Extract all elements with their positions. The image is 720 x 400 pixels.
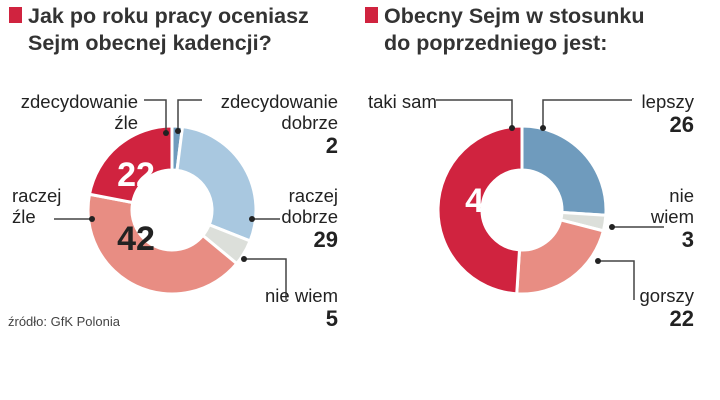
chart-2-title: Obecny Sejm w stosunku do poprzedniego j… — [365, 3, 645, 57]
chart-1-label-nie-wiem-line-1: nie wiem — [265, 285, 338, 306]
chart-2-label-nie-wiem: nie wiem 3 — [630, 185, 694, 252]
chart-1-title-line-2: Sejm obecnej kadencji? — [28, 31, 272, 55]
chart-2-value-lepszy: 26 — [669, 112, 694, 137]
chart-1-label-raczej-dobrze: raczej dobrze 29 — [248, 185, 338, 252]
chart-1-label-raczej-dobrze-line-1: raczej — [288, 185, 338, 206]
chart-1-label-zdecydowanie-zle-line-1: zdecydowanie — [20, 91, 138, 112]
chart-1-label-zdecydowanie-dobrze-line-2: dobrze — [281, 112, 338, 133]
chart-1-label-nie-wiem: nie wiem 5 — [228, 285, 338, 331]
chart-2-slice-label-taki-sam: 49 — [465, 182, 503, 220]
chart-2-leader-lepszy — [542, 99, 632, 128]
chart-1-value-raczej-dobrze: 29 — [313, 227, 338, 252]
chart-1-leader-zdecydowanie-zle-dot — [163, 130, 169, 136]
chart-2-title-line-2: do poprzedniego jest: — [384, 31, 608, 55]
chart-1-leader-nie-wiem-dot — [241, 256, 247, 262]
chart-2-label-gorszy: gorszy 22 — [600, 285, 695, 331]
chart-2-slice-lepszy — [520, 124, 608, 217]
chart-1-leader-raczej-dobrze-dot — [249, 216, 255, 222]
chart-1-slice-raczej-dobrze — [175, 124, 258, 243]
chart-1-label-zdecydowanie-dobrze: zdecydowanie dobrze 2 — [192, 91, 338, 158]
chart-2-value-nie-wiem: 3 — [681, 227, 694, 252]
chart-2-leader-gorszy-dot — [595, 258, 601, 264]
chart-1-slice-zdecydowanie-zle — [87, 124, 174, 205]
chart-2-slice-gorszy — [515, 218, 606, 296]
chart-1-label-raczej-dobrze-line-2: dobrze — [281, 206, 338, 227]
chart-2-leader-lepszy-dot — [540, 125, 546, 131]
chart-2-leader-taki-sam-dot — [509, 125, 515, 131]
chart-1-label-raczej-zle: raczej źle — [12, 185, 61, 227]
chart-1-slice-label-zdecydowanie-zle: 22 — [117, 156, 155, 194]
chart-1-label-zdecydowanie-dobrze-line-1: zdecydowanie — [220, 91, 338, 112]
chart-2-leader-nie-wiem-dot — [609, 224, 615, 230]
chart-1-title-line-1: Jak po roku pracy oceniasz — [28, 4, 309, 28]
chart-1-label-zdecydowanie-zle-line-2: źle — [114, 112, 138, 133]
chart-1-slice-raczej-zle — [86, 192, 239, 296]
chart-2-label-gorszy-line-1: gorszy — [639, 285, 695, 306]
chart-1-leader-zdecydowanie-dobrze-dot — [175, 128, 181, 134]
chart-1-leader-zdecydowanie-zle — [144, 99, 167, 133]
chart-2-label-nie-wiem-line-2: wiem — [650, 206, 694, 227]
chart-1-label-raczej-zle-line-1: raczej — [12, 185, 62, 206]
chart-2-label-nie-wiem-line-1: nie — [669, 185, 694, 206]
source-note: źródło: GfK Polonia — [8, 314, 121, 329]
title-marker-1 — [9, 7, 22, 23]
chart-1-value-zdecydowanie-dobrze: 2 — [325, 133, 338, 158]
chart-1-leader-zdecydowanie-dobrze — [177, 99, 202, 131]
chart-1-value-nie-wiem: 5 — [325, 306, 338, 331]
chart-1-leader-raczej-zle-dot — [89, 216, 95, 222]
chart-2-label-taki-sam: taki sam — [368, 91, 437, 112]
title-marker-2 — [365, 7, 378, 23]
chart-1-title: Jak po roku pracy oceniasz Sejm obecnej … — [9, 3, 309, 57]
chart-1-slice-label-raczej-zle: 42 — [117, 220, 155, 258]
chart-2-label-taki-sam-line-1: taki sam — [368, 91, 437, 112]
chart-2-slice-taki-sam — [436, 124, 524, 296]
chart-2-leader-gorszy — [598, 260, 635, 300]
chart-2-label-lepszy-line-1: lepszy — [641, 91, 694, 112]
chart-1-label-raczej-zle-line-2: źle — [12, 206, 36, 227]
chart-1-leader-nie-wiem — [244, 258, 287, 300]
chart-2-title-line-1: Obecny Sejm w stosunku — [384, 4, 645, 28]
chart-2-leader-taki-sam — [436, 99, 513, 128]
chart-1-label-zdecydowanie-zle: zdecydowanie źle — [18, 91, 138, 133]
chart-2-label-lepszy: lepszy 26 — [600, 91, 694, 137]
chart-2-value-gorszy: 22 — [669, 306, 694, 331]
